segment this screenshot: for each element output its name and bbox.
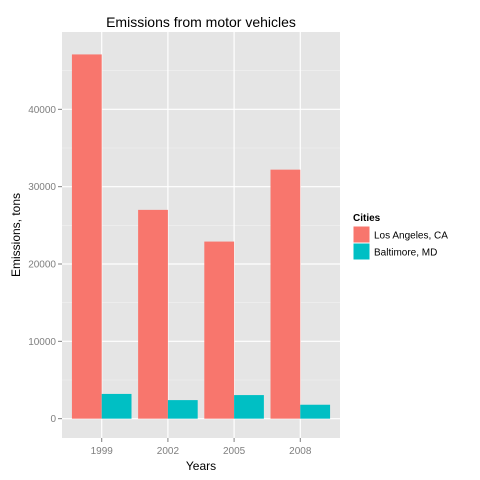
y-tick-label: 10000 [28, 337, 56, 348]
legend-swatch [352, 225, 371, 244]
bar-baltimore-md-1999 [101, 393, 132, 419]
x-tick-label: 2002 [157, 446, 180, 457]
x-axis-title: Years [186, 459, 216, 473]
bar-baltimore-md-2005 [234, 395, 264, 419]
legend-title: Cities [353, 213, 381, 224]
y-tick-label: 20000 [28, 260, 56, 271]
bar-los-angeles-ca-2005 [204, 241, 235, 419]
bar-baltimore-md-2008 [300, 404, 331, 419]
x-axis: 1999 2002 2005 2008 [91, 438, 312, 457]
bar-baltimore-md-2002 [167, 400, 198, 419]
legend-label: Baltimore, MD [374, 248, 437, 259]
y-tick-label: 0 [50, 414, 56, 425]
x-tick-label: 2008 [289, 446, 312, 457]
y-tick-label: 30000 [28, 182, 56, 193]
chart-title: Emissions from motor vehicles [106, 14, 296, 30]
legend-items: Los Angeles, CA Baltimore, MD [352, 225, 448, 261]
legend-swatch [352, 242, 371, 261]
x-tick-label: 1999 [91, 446, 114, 457]
bar-los-angeles-ca-2002 [138, 209, 168, 419]
bar-los-angeles-ca-2008 [270, 169, 301, 419]
bar-los-angeles-ca-1999 [71, 54, 102, 419]
y-tick-label: 40000 [28, 105, 56, 116]
y-axis-title: Emissions, tons [9, 193, 23, 277]
legend: Cities Los Angeles, CA Baltimore, MD [352, 213, 448, 261]
bars [71, 54, 331, 419]
legend-label: Los Angeles, CA [374, 231, 448, 242]
x-tick-label: 2005 [223, 446, 246, 457]
y-axis: 0 10000 20000 30000 40000 [28, 105, 62, 425]
